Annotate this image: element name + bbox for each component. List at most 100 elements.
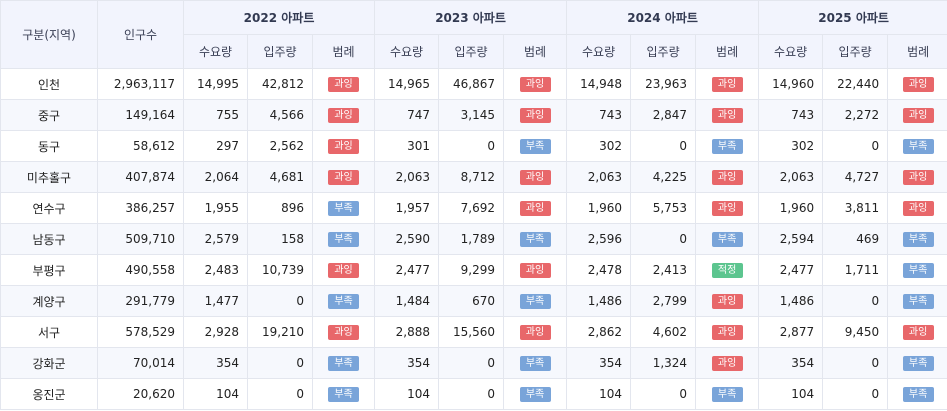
demand-cell: 2,064 [183,161,248,193]
legend-cell: 부족 [503,347,568,379]
supply-cell: 0 [822,285,889,317]
supply-cell: 0 [247,378,313,410]
legend-cell: 부족 [311,378,376,410]
demand-cell: 1,486 [758,285,824,317]
header-supply: 입주량 [438,34,505,69]
header-legend: 범례 [311,34,376,69]
legend-cell: 과잉 [311,254,376,286]
legend-cell: 과잉 [311,68,376,100]
demand-cell: 2,063 [374,161,440,193]
demand-cell: 1,960 [566,192,632,224]
demand-cell: 2,063 [566,161,632,193]
supply-cell: 46,867 [438,68,505,100]
table-row: 연수구 386,257 1,955 896 부족 1,957 7,692 과잉 1,960 5,7… [0,192,947,224]
table-row: 계양구 291,779 1,477 0 부족 1,484 670 부족 1,486 2,799 과잉… [0,285,947,317]
status-badge: 과잉 [328,76,360,92]
status-badge: 과잉 [519,169,551,185]
demand-cell: 2,928 [183,316,248,348]
legend-cell: 과잉 [695,347,760,379]
table-row: 중구 149,164 755 4,566 과잉 747 3,145 과잉 743 2,847 과잉 7… [0,99,947,131]
status-badge: 부족 [902,293,934,309]
supply-cell: 4,681 [247,161,313,193]
population-cell: 58,612 [97,130,184,162]
legend-cell: 부족 [887,254,947,286]
supply-cell: 9,299 [438,254,505,286]
status-badge: 부족 [519,355,551,371]
demand-cell: 354 [374,347,440,379]
status-badge: 과잉 [519,107,551,123]
header-region: 구분(지역) [0,0,98,69]
supply-cell: 670 [438,285,505,317]
supply-cell: 7,692 [438,192,505,224]
status-badge: 부족 [902,386,934,402]
supply-cell: 0 [822,130,889,162]
header-legend: 범례 [887,34,947,69]
legend-cell: 부족 [695,223,760,255]
header-year-2023: 2023 아파트 [374,0,568,35]
supply-cell: 2,413 [630,254,697,286]
region-cell: 계양구 [0,285,98,317]
table-row: 강화군 70,014 354 0 부족 354 0 부족 354 1,324 과잉 354 0 부족 [0,347,947,379]
demand-cell: 2,877 [758,316,824,348]
demand-cell: 2,063 [758,161,824,193]
supply-cell: 4,566 [247,99,313,131]
status-badge: 과잉 [328,107,360,123]
population-cell: 291,779 [97,285,184,317]
supply-cell: 23,963 [630,68,697,100]
header-legend: 범례 [695,34,760,69]
supply-cell: 3,145 [438,99,505,131]
status-badge: 과잉 [711,293,743,309]
supply-cell: 2,562 [247,130,313,162]
status-badge: 부족 [328,386,360,402]
population-cell: 2,963,117 [97,68,184,100]
demand-cell: 104 [566,378,632,410]
status-badge: 과잉 [711,355,743,371]
legend-cell: 과잉 [503,99,568,131]
legend-cell: 부족 [311,192,376,224]
demand-cell: 302 [758,130,824,162]
demand-cell: 1,957 [374,192,440,224]
header-year-2024: 2024 아파트 [566,0,760,35]
legend-cell: 과잉 [887,316,947,348]
header-year-2025: 2025 아파트 [758,0,947,35]
supply-cell: 5,753 [630,192,697,224]
legend-cell: 과잉 [695,316,760,348]
status-badge: 과잉 [711,200,743,216]
status-badge: 과잉 [902,107,934,123]
header-supply: 입주량 [630,34,697,69]
supply-cell: 0 [438,378,505,410]
demand-cell: 755 [183,99,248,131]
demand-cell: 2,596 [566,223,632,255]
legend-cell: 부족 [311,347,376,379]
supply-cell: 15,560 [438,316,505,348]
legend-cell: 부족 [887,347,947,379]
supply-cell: 0 [247,347,313,379]
region-cell: 인천 [0,68,98,100]
legend-cell: 부족 [311,223,376,255]
demand-cell: 14,948 [566,68,632,100]
status-badge: 과잉 [711,169,743,185]
demand-cell: 2,862 [566,316,632,348]
legend-cell: 과잉 [695,192,760,224]
legend-cell: 과잉 [311,161,376,193]
demand-cell: 1,484 [374,285,440,317]
population-cell: 70,014 [97,347,184,379]
demand-cell: 104 [758,378,824,410]
demand-cell: 2,483 [183,254,248,286]
region-cell: 동구 [0,130,98,162]
supply-cell: 3,811 [822,192,889,224]
demand-cell: 14,965 [374,68,440,100]
supply-cell: 22,440 [822,68,889,100]
supply-cell: 4,602 [630,316,697,348]
legend-cell: 과잉 [695,99,760,131]
legend-cell: 과잉 [695,161,760,193]
population-cell: 490,558 [97,254,184,286]
demand-cell: 354 [566,347,632,379]
legend-cell: 부족 [503,130,568,162]
supply-cell: 0 [438,347,505,379]
legend-cell: 과잉 [503,161,568,193]
status-badge: 과잉 [902,200,934,216]
population-cell: 407,874 [97,161,184,193]
legend-cell: 부족 [503,378,568,410]
